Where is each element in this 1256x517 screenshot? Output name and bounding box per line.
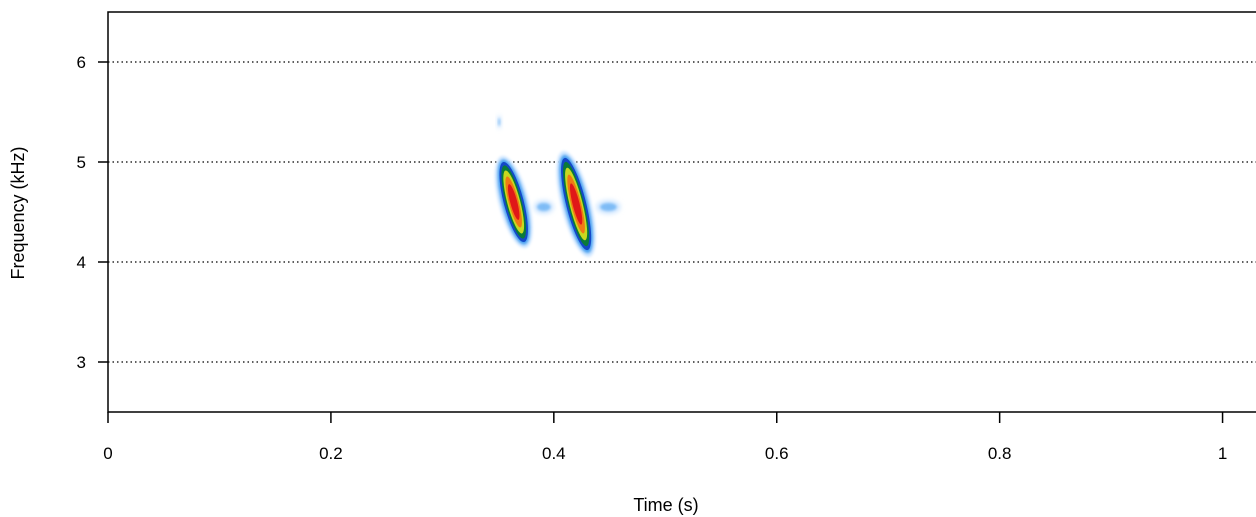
x-tick-label: 0.6 xyxy=(765,444,789,463)
grid-lines xyxy=(108,61,1256,363)
faint-energy-core xyxy=(498,118,501,126)
plot-frame xyxy=(107,11,1256,413)
axes xyxy=(98,11,1256,423)
syllable xyxy=(556,150,596,258)
syllable xyxy=(494,155,533,249)
axis-labels: Time (s) Frequency (kHz) 3 4 5 6 0 0.2 0.4 0.6 0… xyxy=(8,53,1227,515)
syllable-contour xyxy=(507,184,520,220)
faint-energy-core xyxy=(537,203,551,211)
x-tick-label: 0.8 xyxy=(988,444,1012,463)
x-axis-title: Time (s) xyxy=(633,495,698,515)
x-tick-label: 1 xyxy=(1218,444,1227,463)
y-tick-label: 6 xyxy=(77,53,86,72)
spectrogram-energy xyxy=(494,115,621,258)
y-tick-label: 3 xyxy=(77,353,86,372)
x-tick-label: 0 xyxy=(103,444,112,463)
x-tick-label: 0.2 xyxy=(319,444,343,463)
y-tick-label: 4 xyxy=(77,253,86,272)
faint-energy-core xyxy=(600,203,617,211)
x-tick-label: 0.4 xyxy=(542,444,566,463)
y-tick-label: 5 xyxy=(77,153,86,172)
y-axis-title: Frequency (kHz) xyxy=(8,146,28,279)
syllable-contour xyxy=(569,183,583,225)
